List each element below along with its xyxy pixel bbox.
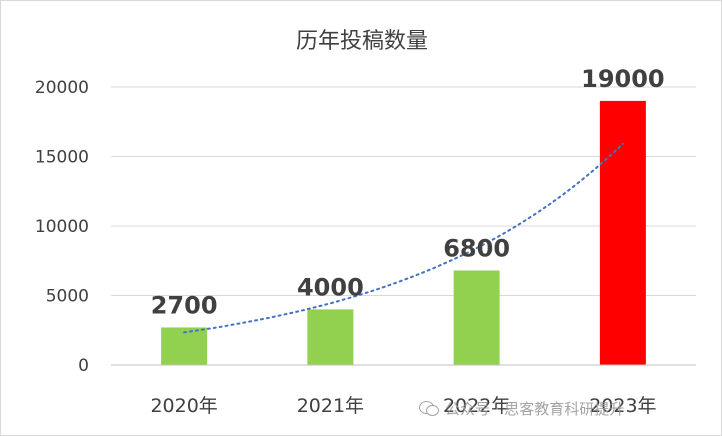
trendline xyxy=(183,142,624,334)
bar xyxy=(161,327,208,365)
data-label: 19000 xyxy=(581,65,665,93)
bar xyxy=(599,100,646,366)
x-tick-label: 2020年 xyxy=(150,395,217,417)
y-tick-label: 15000 xyxy=(35,148,89,168)
y-tick-label: 10000 xyxy=(35,217,89,237)
y-tick-label: 20000 xyxy=(35,78,89,98)
wechat-icon xyxy=(419,400,439,416)
data-label: 4000 xyxy=(297,273,364,301)
data-label: 6800 xyxy=(443,234,510,262)
data-label: 2700 xyxy=(151,291,218,319)
bar xyxy=(453,270,500,365)
y-tick-label: 5000 xyxy=(46,287,89,307)
watermark: 公众号 · 思客教育科研提升 xyxy=(419,394,624,422)
y-tick-label: 0 xyxy=(78,356,89,376)
bar xyxy=(307,309,354,365)
x-tick-label: 2023年 xyxy=(589,395,656,417)
x-tick-label: 2021年 xyxy=(297,395,364,417)
chart-title: 历年投稿数量 xyxy=(296,29,428,54)
x-tick-label: 2022年 xyxy=(443,395,510,417)
watermark-text: 公众号 · 思客教育科研提升 xyxy=(445,399,625,418)
